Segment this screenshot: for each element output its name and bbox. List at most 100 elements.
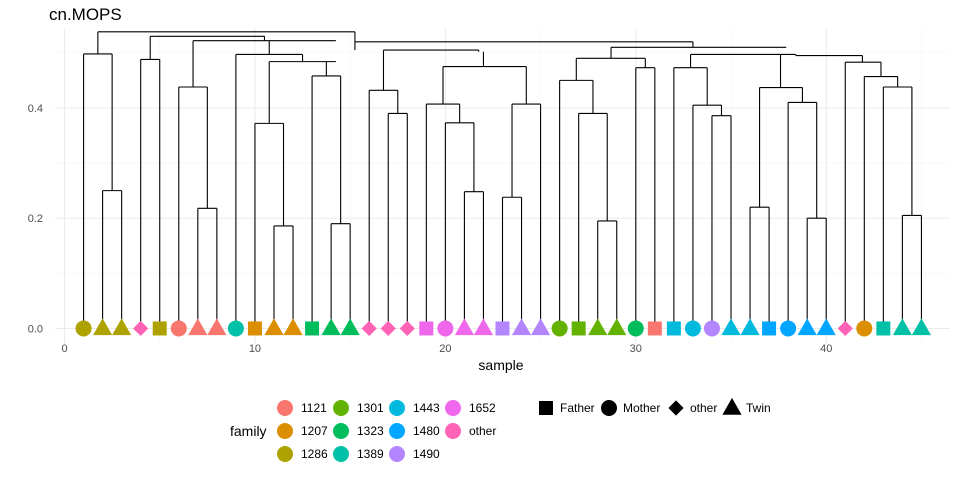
x-tick-label: 30 <box>630 343 642 355</box>
family-legend-label: 1301 <box>357 401 384 415</box>
sample-point <box>361 320 377 337</box>
sample-point <box>892 318 912 336</box>
family-legend-item: 1323 <box>333 423 384 439</box>
sample-point <box>816 318 836 336</box>
family-legend-key <box>389 423 405 439</box>
sample-point <box>321 318 341 336</box>
family-legend-key <box>277 423 293 439</box>
family-legend-item: 1286 <box>277 446 328 462</box>
family-legend-key <box>445 400 461 416</box>
sample-point <box>380 320 396 337</box>
sample-point <box>207 318 227 336</box>
family-legend-key <box>445 423 461 439</box>
family-legend-label: 1207 <box>301 424 328 438</box>
sample-point <box>703 320 720 337</box>
y-tick-label: 0.4 <box>28 103 43 115</box>
family-legend-item: 1490 <box>389 446 440 462</box>
family-legend-item: 1207 <box>277 423 328 439</box>
sample-point <box>495 321 510 336</box>
sample-point <box>188 318 208 336</box>
family-legend-label: other <box>469 424 496 438</box>
sample-point <box>740 318 760 336</box>
x-tick-label: 0 <box>61 343 67 355</box>
y-tick-label: 0.0 <box>28 323 43 335</box>
family-legend-label: 1286 <box>301 447 328 461</box>
sample-point <box>780 320 797 337</box>
shape-legend-key <box>539 401 553 415</box>
family-legend-label: 1389 <box>357 447 384 461</box>
family-legend-item: 1443 <box>389 400 440 416</box>
sample-point <box>170 320 187 337</box>
sample-point <box>152 321 167 336</box>
family-legend-item: 1301 <box>333 400 384 416</box>
sample-point <box>876 321 891 336</box>
sample-point <box>454 318 475 336</box>
family-legend-key <box>389 400 405 416</box>
sample-point <box>588 318 608 336</box>
family-legend-key <box>389 446 405 462</box>
sample-point <box>247 321 262 336</box>
sample-point <box>473 318 494 336</box>
sample-point <box>684 320 701 337</box>
family-legend-label: 1490 <box>413 447 440 461</box>
family-legend-label: 1121 <box>301 401 327 415</box>
sample-point <box>797 318 817 336</box>
shape-legend-key <box>722 397 742 415</box>
sample-point <box>283 318 303 336</box>
chart-title: cn.MOPS <box>49 5 122 24</box>
family-legend-key <box>333 446 349 462</box>
sample-point <box>305 321 320 336</box>
family-legend-entries: 1121 1207 1286 1301 1323 1389 1443 1480 1490 1652… <box>277 400 496 462</box>
family-legend-item: 1121 <box>277 400 327 416</box>
sample-point <box>340 318 360 336</box>
shape-legend-label: Mother <box>623 401 660 415</box>
x-tick-label: 20 <box>439 343 451 355</box>
dendrogram-lines <box>83 31 922 329</box>
sample-point <box>837 320 853 337</box>
shape-legend-item: other <box>668 400 717 416</box>
sample-point <box>264 318 284 336</box>
shape-legend-item: Father <box>539 401 595 415</box>
family-legend-label: 1652 <box>469 401 496 415</box>
y-axis-ticks: 0.0 0.2 0.4 <box>28 103 43 336</box>
y-tick-label: 0.2 <box>28 213 43 225</box>
sample-point <box>227 320 244 337</box>
shape-legend-label: Father <box>560 401 595 415</box>
family-legend-item: 1389 <box>333 446 384 462</box>
sample-point <box>75 320 92 337</box>
x-axis-title: sample <box>478 357 523 373</box>
sample-point <box>93 318 113 336</box>
shape-legend-item: Mother <box>601 400 660 416</box>
sample-point <box>856 320 873 337</box>
sample-point <box>133 320 149 337</box>
shape-legend-key <box>668 400 684 416</box>
legend: family 112112071286130113231389144314801… <box>230 397 771 462</box>
family-legend-label: 1480 <box>413 424 440 438</box>
family-legend-title: family <box>230 423 267 439</box>
sample-points <box>75 318 932 337</box>
sample-point <box>627 320 644 337</box>
sample-point <box>511 318 532 336</box>
sample-point <box>551 320 568 337</box>
family-legend-key <box>333 423 349 439</box>
sample-point <box>437 320 454 337</box>
shape-legend-label: other <box>690 401 717 415</box>
sample-point <box>666 321 681 336</box>
shape-legend-entries: Father Mother other Twin <box>539 397 771 416</box>
sample-point <box>530 318 551 336</box>
sample-point <box>571 321 586 336</box>
shape-legend-key <box>601 400 617 416</box>
sample-point <box>911 318 932 336</box>
sample-point <box>399 320 415 337</box>
shape-legend-item: Twin <box>722 397 771 415</box>
shape-legend-label: Twin <box>746 401 771 415</box>
family-legend-key <box>277 400 293 416</box>
x-axis-ticks: 0 10 20 30 40 <box>61 343 832 355</box>
family-legend-key <box>277 446 293 462</box>
family-legend-label: 1323 <box>357 424 384 438</box>
family-legend-label: 1443 <box>413 401 440 415</box>
sample-point <box>112 318 132 336</box>
sample-point <box>607 318 627 336</box>
family-legend-key <box>333 400 349 416</box>
